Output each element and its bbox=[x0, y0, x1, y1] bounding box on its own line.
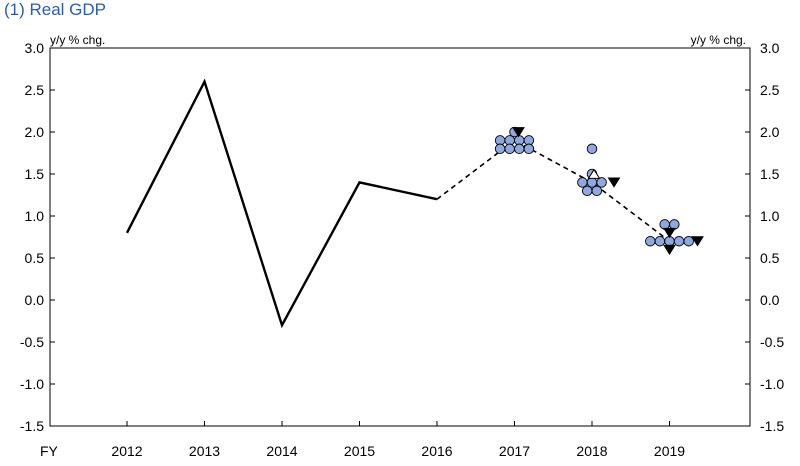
y-tick-label-left: -1.0 bbox=[20, 376, 44, 392]
x-tick-label: 2013 bbox=[189, 443, 220, 459]
y-tick-label-left: 1.0 bbox=[25, 208, 45, 224]
x-axis-prefix: FY bbox=[40, 443, 59, 459]
forecast-triangle-marker bbox=[512, 127, 525, 138]
y-tick-label-right: 2.5 bbox=[760, 82, 780, 98]
x-tick-label: 2014 bbox=[266, 443, 297, 459]
left-unit-label: y/y % chg. bbox=[50, 33, 105, 47]
y-tick-label-left: 3.0 bbox=[25, 40, 45, 56]
actual-gdp-line bbox=[125, 78, 438, 329]
plot-frame bbox=[49, 47, 751, 427]
forecast-triangle-marker bbox=[663, 244, 676, 255]
forecast-dot bbox=[659, 219, 670, 230]
y-tick-label-right: 0.5 bbox=[760, 250, 780, 266]
forecast-dot bbox=[514, 143, 525, 155]
x-tick-label: 2012 bbox=[111, 443, 142, 459]
forecast-dot bbox=[596, 177, 607, 188]
forecast-dot bbox=[523, 143, 535, 155]
chart-title: (1) Real GDP bbox=[4, 0, 107, 19]
y-tick-label-right: 0.0 bbox=[760, 292, 780, 308]
y-tick-label-right: -1.5 bbox=[760, 418, 784, 434]
forecast-dot bbox=[683, 235, 694, 247]
forecast-triangle-marker bbox=[607, 177, 621, 188]
x-tick-label: 2016 bbox=[421, 443, 452, 459]
forecast-dot bbox=[645, 235, 656, 247]
y-tick-label-left: 1.5 bbox=[25, 166, 45, 182]
forecast-dot bbox=[494, 143, 506, 155]
x-tick-label: 2017 bbox=[499, 443, 530, 459]
y-tick-label-left: 2.5 bbox=[25, 82, 45, 98]
y-tick-label-right: 2.0 bbox=[760, 124, 780, 140]
x-tick-label: 2019 bbox=[654, 443, 685, 459]
forecast-dot bbox=[673, 235, 685, 247]
right-unit-label: y/y % chg. bbox=[691, 33, 746, 47]
y-tick-label-left: 2.0 bbox=[25, 124, 45, 140]
forecast-dot bbox=[586, 143, 598, 155]
x-tick-label: 2018 bbox=[576, 443, 607, 459]
forecast-dot bbox=[654, 235, 666, 247]
forecast-open-triangle-marker bbox=[587, 168, 601, 179]
y-tick-label-right: 3.0 bbox=[760, 40, 780, 56]
y-tick-label-left: -0.5 bbox=[20, 334, 44, 350]
y-tick-label-right: -0.5 bbox=[760, 334, 784, 350]
forecast-median-line bbox=[436, 139, 670, 242]
y-tick-label-right: 1.5 bbox=[760, 166, 780, 182]
y-tick-label-left: 0.5 bbox=[25, 250, 45, 266]
y-tick-label-left: -1.5 bbox=[20, 418, 44, 434]
forecast-dot bbox=[581, 185, 593, 197]
forecast-dot bbox=[591, 185, 603, 197]
forecast-dot bbox=[504, 143, 515, 155]
y-tick-label-right: -1.0 bbox=[760, 376, 784, 392]
x-tick-label: 2015 bbox=[344, 443, 375, 459]
forecast-triangle-marker bbox=[663, 227, 676, 239]
y-tick-label-left: 0.0 bbox=[25, 292, 45, 308]
forecast-dot bbox=[669, 219, 680, 230]
y-tick-label-right: 1.0 bbox=[760, 208, 780, 224]
forecast-triangle-marker bbox=[691, 236, 704, 247]
